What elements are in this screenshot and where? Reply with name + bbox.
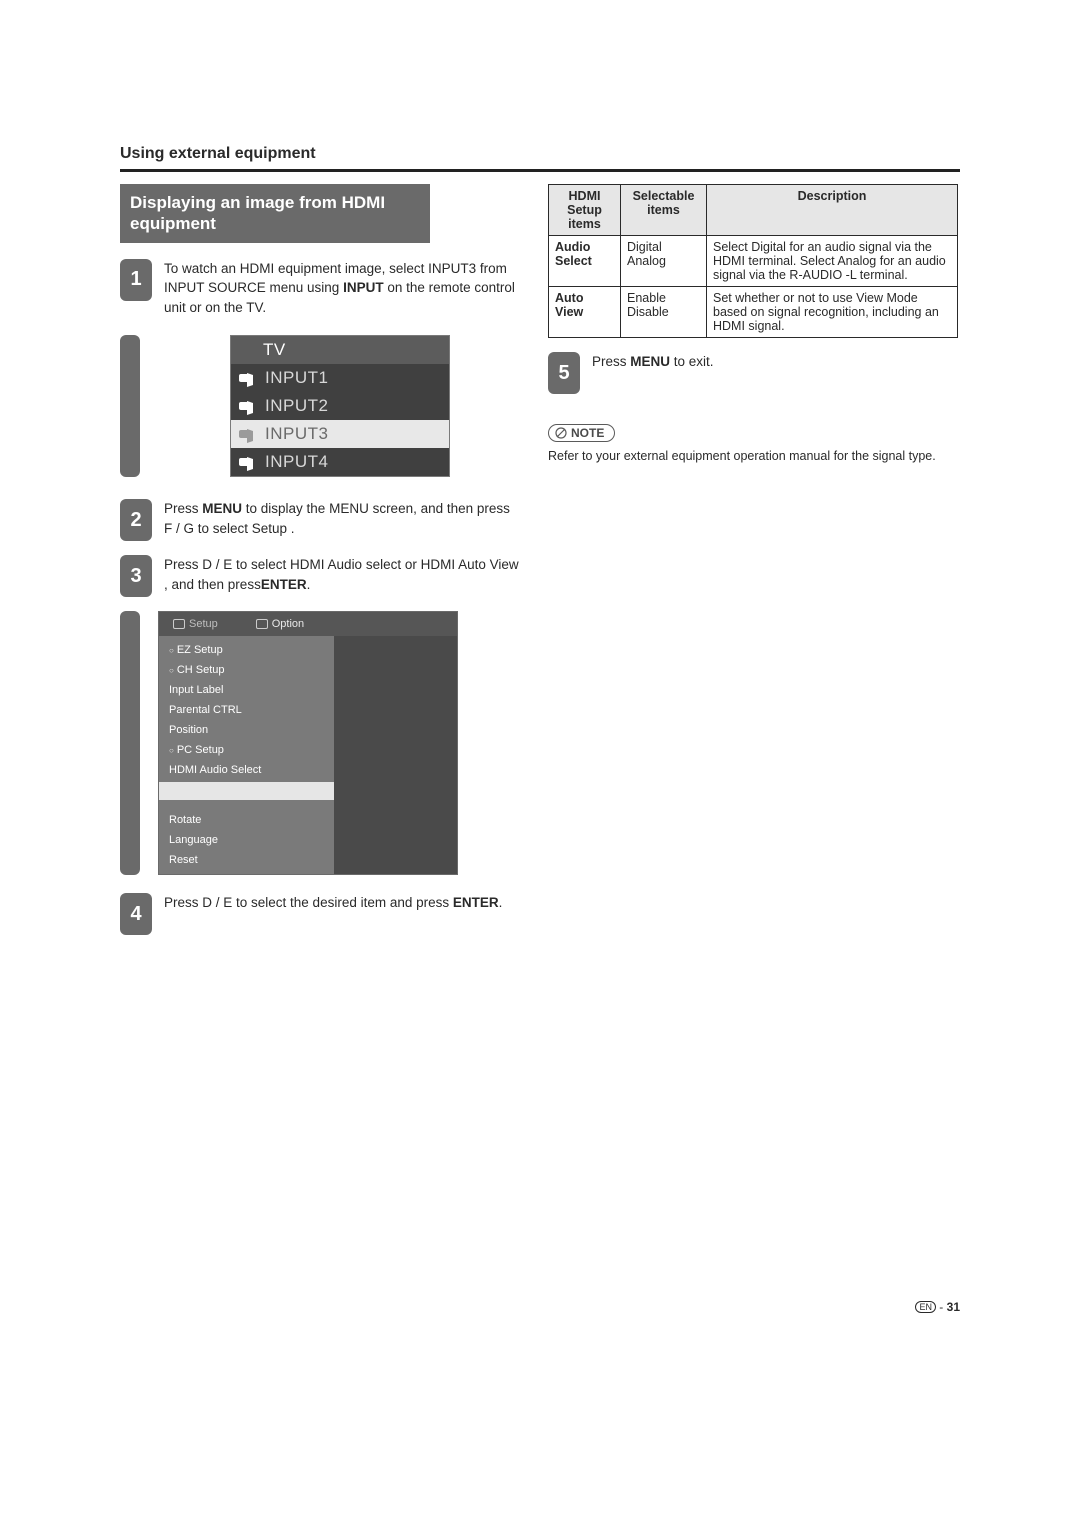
setup-item: EZ Setup bbox=[159, 640, 334, 660]
step-4: 4 Press D / E to select the desired item… bbox=[120, 893, 520, 935]
step-1: 1 To watch an HDMI equipment image, sele… bbox=[120, 259, 520, 318]
input-row-tv: TV bbox=[231, 336, 449, 364]
video-plug-icon bbox=[239, 399, 259, 413]
page-number: EN - 31 bbox=[915, 1300, 960, 1314]
step-text-fragment: to exit. bbox=[670, 354, 714, 369]
table-cell: Digital Analog bbox=[621, 236, 707, 287]
step-text: Press D / E to select HDMI Audio select … bbox=[164, 555, 520, 594]
setup-tabs: Setup Option bbox=[159, 612, 457, 636]
page-number-value: 31 bbox=[947, 1300, 960, 1314]
step-text: To watch an HDMI equipment image, select… bbox=[164, 259, 520, 318]
setup-item: Rotate bbox=[159, 810, 334, 830]
setup-item: Reset bbox=[159, 850, 334, 870]
input-row-selected: INPUT3 bbox=[231, 420, 449, 448]
setup-item: CH Setup bbox=[159, 660, 334, 680]
setup-item: Input Label bbox=[159, 680, 334, 700]
table-header: Selectable items bbox=[621, 185, 707, 236]
table-cell: Enable Disable bbox=[621, 287, 707, 338]
setup-menu-graphic: Setup Option EZ Setup CH Setup Input Lab… bbox=[120, 611, 520, 875]
hdmi-settings-table: HDMI Setup items Selectable items Descri… bbox=[548, 184, 958, 338]
table-row: Audio Select Digital Analog Select Digit… bbox=[549, 236, 958, 287]
graphic-gutter bbox=[120, 335, 140, 477]
step-text: Press D / E to select the desired item a… bbox=[164, 893, 520, 913]
table-header-row: HDMI Setup items Selectable items Descri… bbox=[549, 185, 958, 236]
video-plug-icon bbox=[239, 427, 259, 441]
input-row: INPUT4 bbox=[231, 448, 449, 476]
tab-setup: Setup bbox=[165, 616, 226, 632]
setup-menu: Setup Option EZ Setup CH Setup Input Lab… bbox=[158, 611, 458, 875]
setup-list-top: EZ Setup CH Setup Input Label Parental C… bbox=[159, 636, 334, 806]
note-icon bbox=[555, 427, 567, 439]
table-row: Auto View Enable Disable Set whether or … bbox=[549, 287, 958, 338]
input-row: INPUT2 bbox=[231, 392, 449, 420]
step-text-fragment: Press bbox=[164, 501, 202, 516]
step-text-fragment: Press D / E to select the desired item a… bbox=[164, 895, 453, 910]
page-lang-badge: EN bbox=[915, 1301, 936, 1313]
step-text-fragment: . bbox=[499, 895, 503, 910]
table-cell: Auto View bbox=[549, 287, 621, 338]
step-3: 3 Press D / E to select HDMI Audio selec… bbox=[120, 555, 520, 597]
input-label: INPUT2 bbox=[265, 396, 328, 416]
table-cell: Select Digital for an audio signal via t… bbox=[707, 236, 958, 287]
two-column-layout: Displaying an image from HDMI equipment … bbox=[120, 184, 960, 949]
table-header: Description bbox=[707, 185, 958, 236]
setup-item: Parental CTRL bbox=[159, 700, 334, 720]
input-label: INPUT4 bbox=[265, 452, 328, 472]
note-label: NOTE bbox=[571, 426, 604, 440]
setup-item: Position bbox=[159, 720, 334, 740]
step-number: 2 bbox=[120, 499, 152, 541]
input-label: INPUT1 bbox=[265, 368, 328, 388]
step-number: 5 bbox=[548, 352, 580, 394]
setup-highlight-row bbox=[159, 782, 334, 800]
tab-label: Option bbox=[272, 618, 304, 630]
step-number: 1 bbox=[120, 259, 152, 301]
input-source-menu-graphic: TV INPUT1 INPUT2 INPUT3 INPUT4 bbox=[120, 335, 520, 477]
table-header: HDMI Setup items bbox=[549, 185, 621, 236]
manual-page: Using external equipment Displaying an i… bbox=[120, 145, 960, 949]
section-rule bbox=[120, 169, 960, 172]
graphic-gutter bbox=[120, 611, 140, 875]
left-column: Displaying an image from HDMI equipment … bbox=[120, 184, 520, 949]
step-text-bold: MENU bbox=[202, 501, 242, 516]
right-column: HDMI Setup items Selectable items Descri… bbox=[548, 184, 958, 466]
step-text-bold: ENTER bbox=[453, 895, 499, 910]
tab-icon bbox=[173, 619, 185, 629]
step-text-fragment: Press bbox=[592, 354, 630, 369]
step-number: 4 bbox=[120, 893, 152, 935]
step-2: 2 Press MENU to display the MENU screen,… bbox=[120, 499, 520, 541]
topic-banner: Displaying an image from HDMI equipment bbox=[120, 184, 430, 243]
step-5: 5 Press MENU to exit. bbox=[548, 352, 958, 394]
section-title: Using external equipment bbox=[120, 145, 960, 163]
step-text-bold: MENU bbox=[630, 354, 670, 369]
step-text-fragment: . bbox=[307, 577, 311, 592]
step-text: Press MENU to exit. bbox=[592, 352, 958, 372]
note-badge: NOTE bbox=[548, 424, 615, 442]
setup-item: PC Setup bbox=[159, 740, 334, 760]
step-text-fragment: Press D / E to select HDMI Audio select … bbox=[164, 557, 519, 592]
table-cell: Set whether or not to use View Mode base… bbox=[707, 287, 958, 338]
note-text: Refer to your external equipment operati… bbox=[548, 448, 958, 466]
step-number: 3 bbox=[120, 555, 152, 597]
step-text: Press MENU to display the MENU screen, a… bbox=[164, 499, 520, 538]
tab-icon bbox=[256, 619, 268, 629]
tab-label: Setup bbox=[189, 618, 218, 630]
input-label: INPUT3 bbox=[265, 424, 328, 444]
step-text-bold: ENTER bbox=[261, 577, 307, 592]
setup-list-bottom: Rotate Language Reset bbox=[159, 806, 334, 874]
tab-option: Option bbox=[248, 616, 312, 632]
video-plug-icon bbox=[239, 371, 259, 385]
setup-item: HDMI Audio Select bbox=[159, 760, 334, 780]
video-plug-icon bbox=[239, 455, 259, 469]
input-source-menu: TV INPUT1 INPUT2 INPUT3 INPUT4 bbox=[230, 335, 450, 477]
table-cell: Audio Select bbox=[549, 236, 621, 287]
step-text-bold: INPUT bbox=[343, 280, 384, 295]
setup-item: Language bbox=[159, 830, 334, 850]
input-row: INPUT1 bbox=[231, 364, 449, 392]
